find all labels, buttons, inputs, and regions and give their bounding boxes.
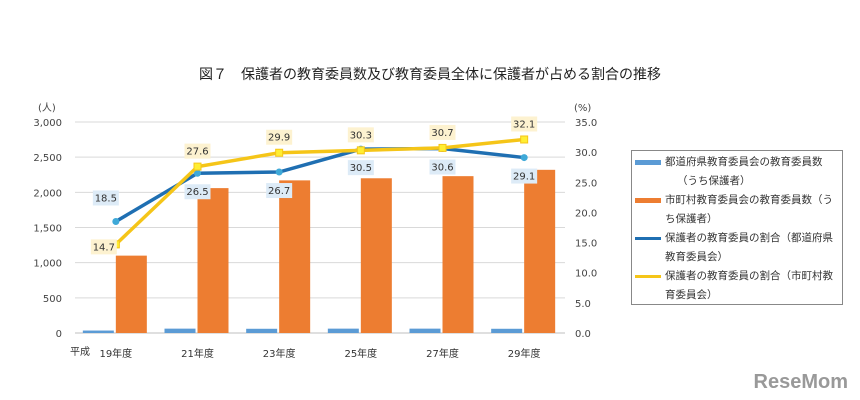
legend-swatch bbox=[635, 275, 661, 278]
legend-label: ち保護者） bbox=[665, 213, 718, 225]
legend-swatch bbox=[635, 160, 661, 165]
data-label-bg bbox=[511, 116, 538, 132]
left-tick-label: 3,000 bbox=[33, 118, 62, 129]
data-label: 30.5 bbox=[350, 163, 372, 174]
data-label-bg bbox=[184, 143, 211, 159]
data-label-bg bbox=[92, 190, 119, 206]
data-label-bg bbox=[347, 160, 374, 176]
resemom-logo: ReseMom bbox=[753, 371, 848, 393]
marker bbox=[275, 148, 284, 157]
data-label-bg bbox=[266, 183, 293, 199]
legend: 都道府県教育委員会の教育委員数 （うち保護者） 市町村教育委員会の教育委員数（う… bbox=[631, 150, 843, 305]
bar-municipal bbox=[279, 180, 311, 333]
category-label: 29年度 bbox=[508, 347, 541, 360]
category-label: 23年度 bbox=[263, 347, 296, 360]
left-tick-label: 1,500 bbox=[33, 224, 62, 235]
legend-item-prefecture-count: 都道府県教育委員会の教育委員数 （うち保護者） bbox=[635, 153, 835, 191]
data-label-bg bbox=[511, 168, 538, 184]
bar-prefecture bbox=[409, 328, 441, 333]
data-label: 27.6 bbox=[186, 147, 208, 158]
right-tick-label: 30.0 bbox=[575, 148, 597, 159]
marker bbox=[520, 154, 528, 162]
bar-prefecture bbox=[164, 328, 196, 333]
marker bbox=[112, 217, 120, 225]
data-label-bg bbox=[347, 127, 374, 143]
right-axis-unit: (%) bbox=[574, 103, 591, 114]
data-label-bg bbox=[429, 159, 456, 175]
category-prefix: 平成 bbox=[70, 346, 90, 358]
data-label-bg bbox=[429, 124, 456, 140]
legend-label: 教育委員会） bbox=[665, 251, 728, 263]
marker bbox=[520, 135, 529, 144]
bar-municipal bbox=[442, 176, 474, 333]
left-tick-label: 2,000 bbox=[33, 188, 62, 199]
right-tick-label: 5.0 bbox=[575, 299, 591, 310]
marker bbox=[356, 146, 365, 155]
right-tick-label: 10.0 bbox=[575, 269, 597, 280]
data-label: 29.9 bbox=[268, 133, 290, 144]
data-label: 18.5 bbox=[95, 193, 117, 204]
right-tick-label: 35.0 bbox=[575, 118, 597, 129]
bar-prefecture bbox=[491, 328, 523, 333]
data-label: 29.1 bbox=[513, 172, 535, 183]
category-label: 27年度 bbox=[426, 347, 459, 360]
legend-label: 育委員会） bbox=[665, 289, 718, 301]
data-label-bg bbox=[184, 184, 211, 200]
legend-label: 市町村教育委員会の教育委員数（う bbox=[665, 194, 833, 206]
right-tick-label: 20.0 bbox=[575, 208, 597, 219]
bar-prefecture bbox=[246, 328, 278, 333]
marker bbox=[438, 143, 447, 152]
marker bbox=[275, 168, 283, 176]
legend-label: 保護者の教育委員の割合（市町村教 bbox=[665, 270, 833, 282]
right-tick-label: 25.0 bbox=[575, 178, 597, 189]
data-label: 26.5 bbox=[186, 187, 208, 198]
data-label: 30.7 bbox=[431, 128, 453, 139]
bar-prefecture bbox=[327, 328, 359, 333]
category-label: 25年度 bbox=[344, 347, 377, 360]
left-tick-label: 1,000 bbox=[33, 259, 62, 270]
left-tick-label: 500 bbox=[43, 294, 62, 305]
bar-municipal bbox=[197, 188, 229, 333]
legend-item-municipal-ratio: 保護者の教育委員の割合（市町村教 育委員会） bbox=[635, 267, 835, 305]
left-tick-label: 0 bbox=[56, 329, 62, 340]
bar-prefecture bbox=[82, 330, 114, 333]
left-tick-label: 2,500 bbox=[33, 153, 62, 164]
data-label-bg bbox=[90, 239, 117, 255]
data-label: 30.6 bbox=[431, 163, 453, 174]
category-label: 21年度 bbox=[181, 347, 214, 360]
legend-swatch bbox=[635, 198, 661, 203]
data-label-bg bbox=[266, 129, 293, 145]
chart-title: 図７ 保護者の教育委員数及び教育委員全体に保護者が占める割合の推移 bbox=[199, 67, 661, 83]
bar-municipal bbox=[115, 255, 147, 333]
right-tick-label: 15.0 bbox=[575, 239, 597, 250]
legend-item-municipal-count: 市町村教育委員会の教育委員数（う ち保護者） bbox=[635, 191, 835, 229]
line-municipal bbox=[114, 137, 525, 246]
marker bbox=[194, 169, 201, 177]
marker bbox=[193, 162, 202, 171]
right-tick-label: 0.0 bbox=[575, 329, 591, 340]
legend-label: 保護者の教育委員の割合（都道府県 bbox=[665, 232, 833, 244]
legend-item-prefecture-ratio: 保護者の教育委員の割合（都道府県 教育委員会） bbox=[635, 229, 835, 267]
data-label: 14.7 bbox=[93, 242, 115, 253]
data-label: 30.3 bbox=[350, 130, 372, 141]
legend-label: 都道府県教育委員会の教育委員数 bbox=[665, 156, 823, 168]
left-axis-unit: (人) bbox=[38, 102, 56, 114]
category-label: 19年度 bbox=[99, 347, 132, 360]
bar-municipal bbox=[360, 178, 392, 333]
bar-municipal bbox=[524, 169, 556, 333]
data-label: 32.1 bbox=[513, 119, 535, 130]
legend-label: （うち保護者） bbox=[677, 175, 751, 187]
legend-swatch bbox=[635, 237, 661, 240]
data-label: 26.7 bbox=[268, 186, 290, 197]
